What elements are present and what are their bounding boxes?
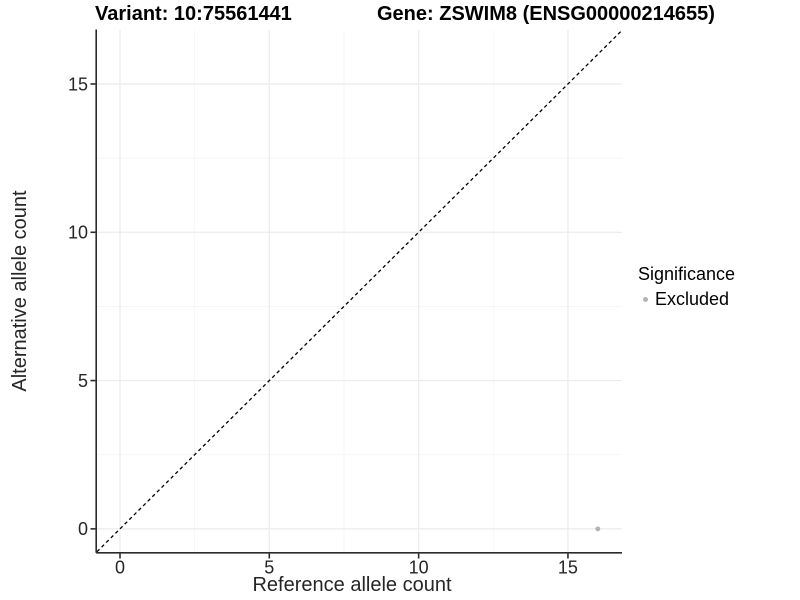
y-tick-label: 5 (78, 371, 88, 391)
x-tick-label: 5 (264, 558, 274, 578)
gene-title: Gene: ZSWIM8 (ENSG00000214655) (377, 3, 715, 25)
identity-dashed-line (96, 29, 623, 553)
y-tick-label: 10 (68, 223, 88, 243)
y-tick-label: 0 (78, 519, 88, 539)
x-axis-title: Reference allele count (252, 574, 452, 596)
x-tick-label: 15 (558, 558, 578, 578)
legend-item-label: Excluded (655, 288, 730, 309)
variant-title: Variant: 10:75561441 (95, 3, 292, 25)
axis-lines (95, 29, 622, 554)
data-point (595, 526, 601, 532)
y-axis-title: Alternative allele count (9, 190, 31, 392)
y-tick-label: 15 (68, 74, 88, 94)
legend-item-excluded: Excluded (638, 288, 735, 310)
x-tick-label: 0 (115, 558, 125, 578)
legend-point-icon (643, 296, 648, 302)
legend-title: Significance (638, 264, 736, 284)
legend: Significance Excluded (638, 263, 735, 310)
x-tick-label: 10 (409, 558, 429, 578)
